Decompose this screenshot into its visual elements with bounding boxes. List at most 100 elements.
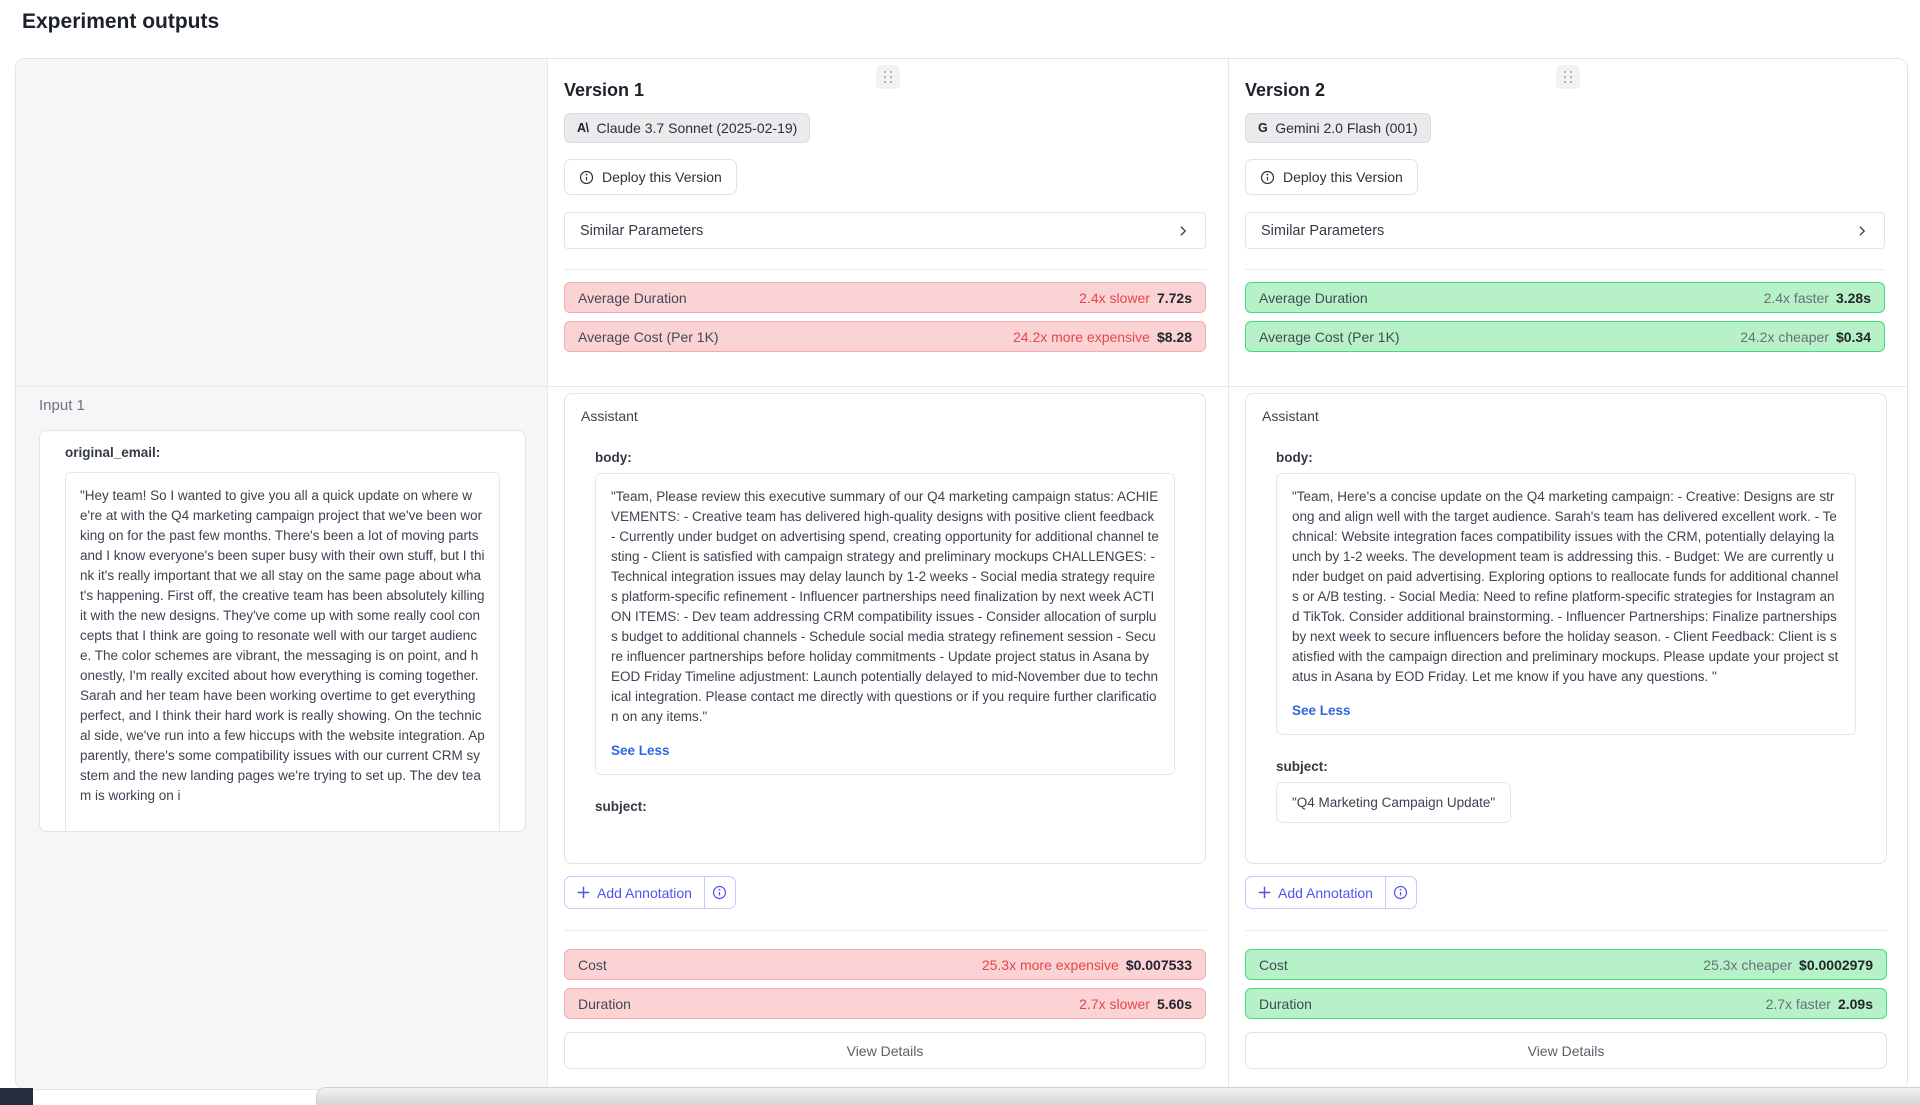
info-icon [1260, 170, 1275, 185]
version-2-header-cell: Version 2 G Gemini 2.0 Flash (001) Deplo… [1229, 59, 1907, 386]
body-label: body: [1276, 450, 1313, 465]
divider [564, 269, 1206, 270]
avg-duration-metric: Average Duration 2.4x slower 7.72s [564, 282, 1206, 313]
metric-label: Duration [1259, 995, 1312, 1012]
metric-comparison: 2.4x faster [1763, 289, 1829, 306]
metric-value: $0.007533 [1125, 956, 1192, 973]
metric-label: Cost [1259, 956, 1288, 973]
avg-cost-metric: Average Cost (Per 1K) 24.2x cheaper $0.3… [1245, 321, 1885, 352]
deploy-label: Deploy this Version [1283, 169, 1403, 185]
drag-handle-icon[interactable] [876, 65, 900, 89]
assistant-role-label: Assistant [581, 408, 638, 424]
divider [564, 930, 1206, 931]
horizontal-scrollbar-thumb[interactable] [316, 1087, 1920, 1105]
metric-value: $0.0002979 [1799, 956, 1873, 973]
info-icon [1394, 885, 1408, 900]
body-value-box: "Team, Here's a concise update on the Q4… [1276, 473, 1856, 735]
input-header-spacer [16, 59, 548, 386]
metric-comparison: 25.3x cheaper [1703, 956, 1793, 973]
assistant-role-label: Assistant [1262, 408, 1319, 424]
anthropic-icon: A\ [577, 121, 589, 135]
duration-metric: Duration 2.7x slower 5.60s [564, 988, 1206, 1019]
metric-comparison: 25.3x more expensive [981, 956, 1119, 973]
cost-metric: Cost 25.3x cheaper $0.0002979 [1245, 949, 1887, 980]
metric-label: Average Duration [578, 289, 687, 306]
metric-value: 2.09s [1837, 995, 1873, 1012]
body-text: "Team, Please review this executive summ… [611, 489, 1159, 724]
body-label: body: [595, 450, 632, 465]
chevron-right-icon [1859, 225, 1865, 236]
outputs-row: Input 1 original_email: "Hey team! So I … [16, 387, 1907, 1089]
add-annotation-button[interactable]: Add Annotation [565, 877, 704, 908]
metric-label: Average Cost (Per 1K) [578, 328, 719, 345]
annotation-info-button[interactable] [1384, 877, 1416, 908]
metric-value: 7.72s [1156, 289, 1192, 306]
info-icon [579, 170, 594, 185]
metric-value: 3.28s [1835, 289, 1871, 306]
metric-comparison: 2.7x slower [1079, 995, 1150, 1012]
see-less-link[interactable]: See Less [1292, 703, 1351, 718]
divider [1245, 269, 1885, 270]
experiment-outputs-panel: Version 1 A\ Claude 3.7 Sonnet (2025-02-… [15, 58, 1908, 1090]
similar-parameters-row[interactable]: Similar Parameters [1245, 212, 1885, 249]
subject-label: subject: [1276, 759, 1328, 774]
plus-icon [1258, 886, 1271, 899]
versions-header-row: Version 1 A\ Claude 3.7 Sonnet (2025-02-… [16, 59, 1907, 387]
deploy-button[interactable]: Deploy this Version [1245, 159, 1418, 195]
view-details-button[interactable]: View Details [564, 1032, 1206, 1069]
body-value-box: "Team, Please review this executive summ… [595, 473, 1175, 775]
subject-label: subject: [595, 799, 647, 814]
input-section-label: Input 1 [39, 397, 85, 414]
metric-comparison: 24.2x more expensive [1012, 328, 1150, 345]
version-title: Version 2 [1245, 80, 1326, 100]
model-name: Claude 3.7 Sonnet (2025-02-19) [596, 120, 798, 136]
metric-label: Average Duration [1259, 289, 1368, 306]
assistant-output-card: Assistant body: "Team, Here's a concise … [1245, 393, 1887, 864]
metric-label: Average Cost (Per 1K) [1259, 328, 1400, 345]
annotation-info-button[interactable] [703, 877, 735, 908]
version-2-output-cell: Assistant body: "Team, Here's a concise … [1229, 387, 1907, 1089]
version-1-header-cell: Version 1 A\ Claude 3.7 Sonnet (2025-02-… [548, 59, 1229, 386]
metric-comparison: 24.2x cheaper [1740, 328, 1829, 345]
subject-value-box: "Q4 Marketing Campaign Update" [1276, 782, 1512, 823]
model-badge[interactable]: G Gemini 2.0 Flash (001) [1245, 113, 1431, 143]
similar-parameters-row[interactable]: Similar Parameters [564, 212, 1206, 249]
add-annotation-label: Add Annotation [1278, 884, 1373, 901]
see-less-link[interactable]: See Less [611, 743, 670, 758]
metric-label: Duration [578, 995, 631, 1012]
similar-parameters-label: Similar Parameters [580, 222, 704, 239]
duration-metric: Duration 2.7x faster 2.09s [1245, 988, 1887, 1019]
drag-handle-icon[interactable] [1556, 65, 1580, 89]
metric-value: 5.60s [1156, 995, 1192, 1012]
metric-comparison: 2.4x slower [1079, 289, 1150, 306]
view-details-button[interactable]: View Details [1245, 1032, 1887, 1069]
input-card: original_email: "Hey team! So I wanted t… [39, 430, 526, 832]
version-1-output-cell: Assistant body: "Team, Please review thi… [548, 387, 1229, 1089]
body-text: "Team, Here's a concise update on the Q4… [1292, 489, 1839, 684]
add-annotation-split-button: Add Annotation [564, 876, 736, 909]
metric-value: $0.34 [1835, 328, 1871, 345]
deploy-button[interactable]: Deploy this Version [564, 159, 737, 195]
input-column: Input 1 original_email: "Hey team! So I … [16, 387, 548, 1089]
avg-cost-metric: Average Cost (Per 1K) 24.2x more expensi… [564, 321, 1206, 352]
chevron-right-icon [1180, 225, 1186, 236]
deploy-label: Deploy this Version [602, 169, 722, 185]
page-title: Experiment outputs [22, 10, 220, 33]
plus-icon [577, 886, 590, 899]
metric-label: Cost [578, 956, 607, 973]
original-email-label: original_email: [65, 445, 161, 460]
divider [1245, 930, 1887, 931]
cost-metric: Cost 25.3x more expensive $0.007533 [564, 949, 1206, 980]
info-icon [713, 885, 727, 900]
drag-dots-icon [1563, 70, 1573, 84]
metric-value: $8.28 [1156, 328, 1192, 345]
similar-parameters-label: Similar Parameters [1261, 222, 1385, 239]
original-email-value: "Hey team! So I wanted to give you all a… [65, 472, 500, 831]
version-title: Version 1 [564, 80, 645, 100]
google-icon: G [1258, 121, 1268, 135]
add-annotation-button[interactable]: Add Annotation [1246, 877, 1385, 908]
model-badge[interactable]: A\ Claude 3.7 Sonnet (2025-02-19) [564, 113, 811, 143]
assistant-output-card: Assistant body: "Team, Please review thi… [564, 393, 1206, 864]
model-name: Gemini 2.0 Flash (001) [1275, 120, 1418, 136]
scrollbar-corner [0, 1088, 33, 1105]
